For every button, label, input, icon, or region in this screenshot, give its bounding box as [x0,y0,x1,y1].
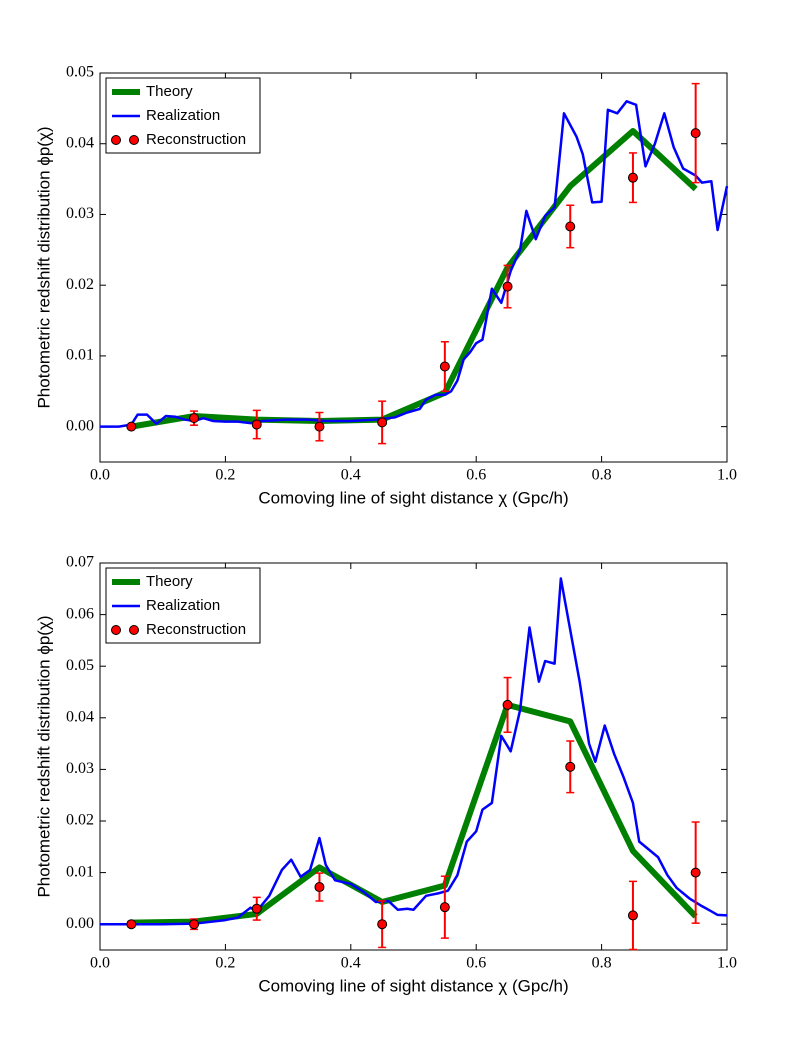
data-point [126,919,137,930]
x-tick-label: 1.0 [717,955,737,972]
data-point [565,221,576,232]
data-point [627,910,638,921]
legend-swatch [129,135,139,145]
legend-label: Theory [146,83,193,100]
legend-label: Realization [146,107,220,124]
data-point [502,281,513,292]
data-point [126,421,137,432]
series-line [131,701,698,926]
data-point [627,172,638,183]
y-tick-label: 0.07 [66,554,94,571]
data-point [314,882,325,893]
legend-swatch [111,135,121,145]
x-tick-label: 0.8 [592,467,612,484]
data-point [314,421,325,432]
y-tick-label: 0.03 [66,760,94,777]
y-tick-label: 0.06 [66,605,94,622]
x-tick-label: 0.0 [90,955,110,972]
data-point [690,128,701,139]
x-tick-label: 0.6 [466,467,486,484]
x-tick-label: 0.4 [341,955,361,972]
y-tick-label: 0.02 [66,812,94,829]
x-axis-label: Comoving line of sight distance χ (Gpc/h… [258,488,568,507]
chart: 0.0 0.2 0.4 0.6 0.8 1.0 0.00 0.01 0.02 0.03 0.04 0.… [34,554,737,996]
legend-swatch [129,625,139,635]
legend-label: Theory [146,573,193,590]
x-tick-label: 0.0 [90,467,110,484]
legend-swatch [111,625,121,635]
y-tick-label: 0.01 [66,863,94,880]
x-tick-label: 0.2 [215,955,235,972]
data-point [439,361,450,372]
data-point [251,903,262,914]
y-tick-label: 0.00 [66,915,94,932]
y-tick-label: 0.04 [66,134,94,151]
legend-label: Reconstruction [146,621,246,638]
data-point [439,902,450,913]
data-point [690,867,701,878]
data-point [377,417,388,428]
y-tick-label: 0.05 [66,657,94,674]
x-tick-label: 0.4 [341,467,361,484]
series-line [100,577,728,926]
y-axis-label: Photometric redshift distribution ϕp(χ) [34,126,53,408]
series-line [130,127,698,430]
data-point [189,919,200,930]
chart: 0.0 0.2 0.4 0.6 0.8 1.0 0.00 0.01 0.02 0.03 0.04 0.… [34,64,737,508]
y-axis-label: Photometric redshift distribution ϕp(χ) [34,615,53,897]
y-tick-label: 0.00 [66,417,94,434]
x-tick-label: 0.6 [466,955,486,972]
series-line [100,100,729,428]
data-point [502,699,513,710]
legend-label: Reconstruction [146,131,246,148]
x-tick-label: 0.2 [215,467,235,484]
x-axis-label: Comoving line of sight distance χ (Gpc/h… [258,976,568,995]
x-tick-label: 0.8 [592,955,612,972]
data-point [189,413,200,424]
y-tick-label: 0.03 [66,205,94,222]
x-tick-label: 1.0 [717,467,737,484]
data-point [251,419,262,430]
y-tick-label: 0.02 [66,276,94,293]
legend-label: Realization [146,597,220,614]
y-tick-label: 0.01 [66,347,94,364]
y-tick-label: 0.05 [66,64,94,81]
data-point [377,919,388,930]
data-point [565,761,576,772]
y-tick-label: 0.04 [66,708,94,725]
